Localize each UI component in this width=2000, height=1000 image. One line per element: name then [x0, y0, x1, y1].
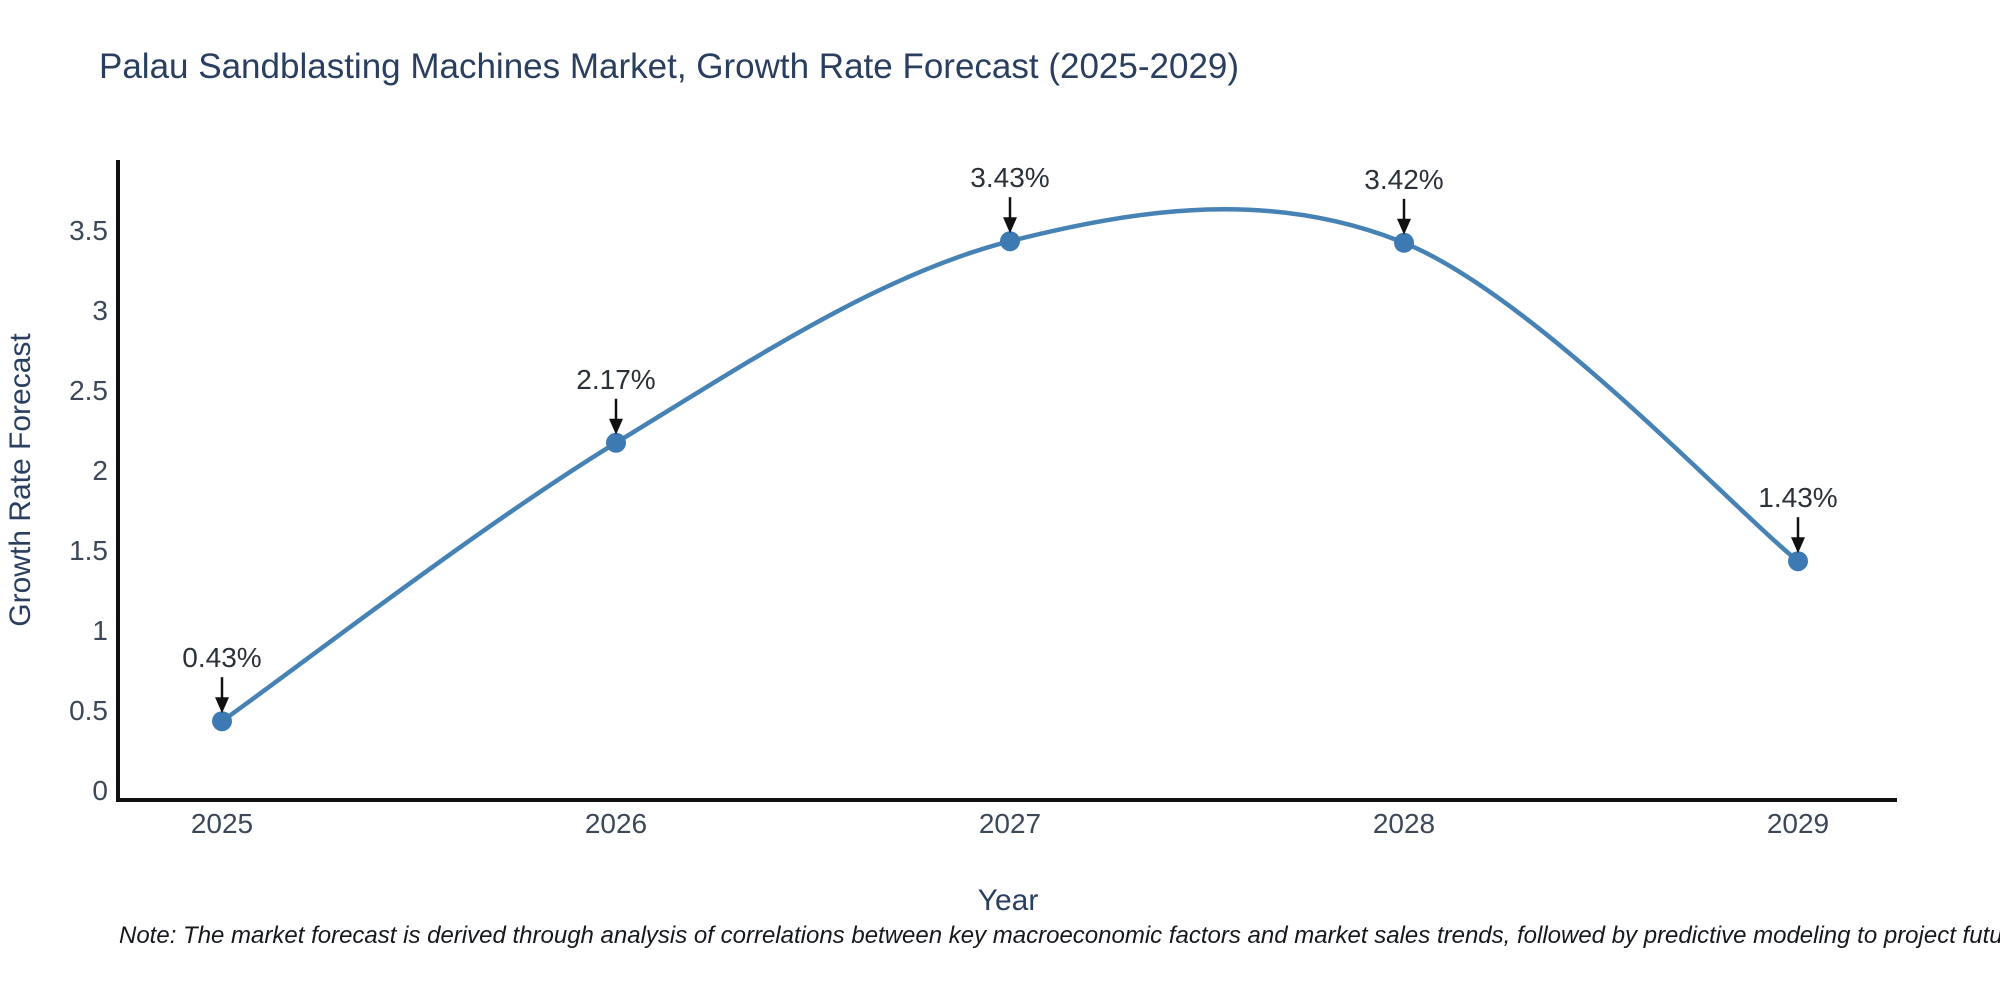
data-point-marker: [212, 711, 232, 732]
y-tick-label: 0.5: [69, 695, 108, 726]
y-tick-label: 1.5: [69, 535, 108, 566]
data-point-marker: [1788, 551, 1808, 572]
x-axis-title: Year: [978, 884, 1039, 917]
annotation-arrowhead-icon: [1003, 217, 1017, 234]
annotation-label: 3.42%: [1364, 164, 1443, 195]
trend-line: [219, 207, 1801, 724]
y-tick-label: 0: [92, 775, 108, 806]
x-tick-label: 2026: [585, 808, 647, 839]
annotation-label: 3.43%: [970, 162, 1049, 193]
y-tick-label: 3: [92, 295, 108, 326]
x-tick-label: 2027: [979, 808, 1041, 839]
footnote: Note: The market forecast is derived thr…: [119, 922, 2000, 949]
data-point-marker: [1394, 232, 1414, 253]
annotation-label: 0.43%: [182, 642, 261, 673]
annotation-arrowhead-icon: [609, 418, 623, 435]
x-tick-label: 2029: [1767, 808, 1829, 839]
y-tick-label: 1: [92, 615, 108, 646]
y-tick-label: 2.5: [69, 375, 108, 406]
annotation-arrowhead-icon: [1791, 537, 1805, 554]
x-tick-label: 2025: [191, 808, 253, 839]
annotation-arrowhead-icon: [1397, 218, 1411, 235]
data-point-marker: [1000, 231, 1020, 252]
annotation-label: 2.17%: [576, 364, 655, 395]
annotation-label: 1.43%: [1758, 482, 1837, 513]
y-tick-label: 3.5: [69, 215, 108, 246]
data-point-marker: [606, 432, 626, 453]
x-tick-label: 2028: [1373, 808, 1435, 839]
annotation-arrowhead-icon: [215, 697, 229, 714]
y-axis-title: Growth Rate Forecast: [4, 333, 37, 627]
y-tick-label: 2: [92, 455, 108, 486]
chart-title: Palau Sandblasting Machines Market, Grow…: [99, 47, 1240, 86]
